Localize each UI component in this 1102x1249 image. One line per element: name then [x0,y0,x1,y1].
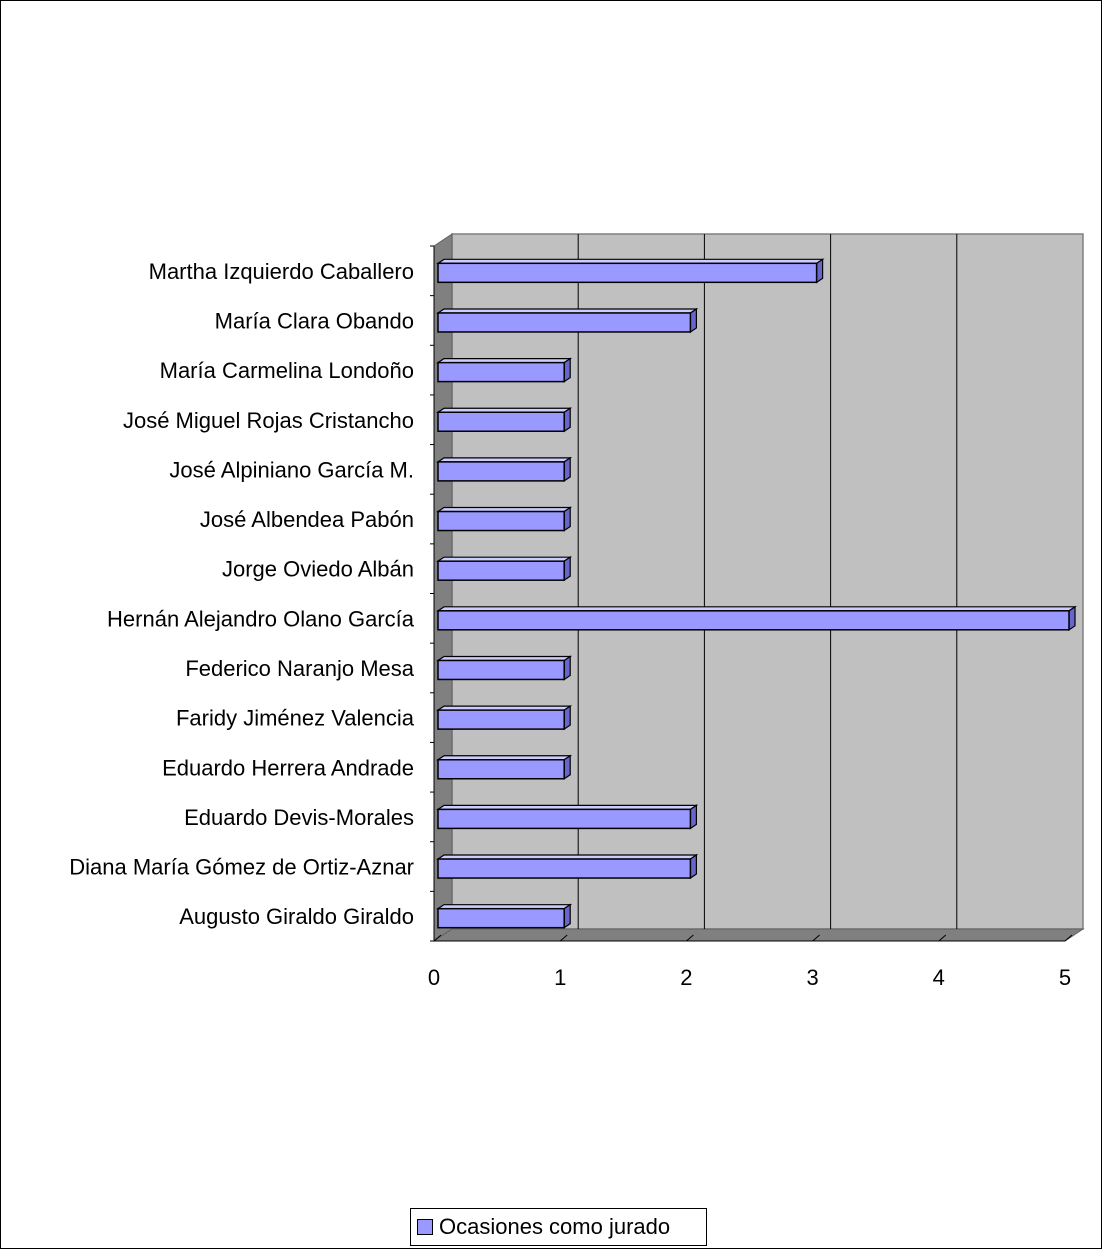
category-label: José Alpiniano García M. [169,457,414,482]
x-tick-label: 5 [1059,965,1071,990]
bar-front-face [437,907,565,929]
x-tick [938,934,947,942]
x-tick [559,934,568,942]
bar [436,506,573,532]
bar [436,357,573,383]
legend-swatch [417,1219,433,1235]
x-tick [433,934,442,942]
bar-end-face [563,456,571,483]
bar-end-face [689,853,698,880]
bar-front-face [437,759,565,780]
plot-side-wall [433,233,453,942]
bar [436,407,573,433]
plot-floor [432,928,1085,942]
bar-end-face [563,407,571,433]
bar-front-face [437,709,565,730]
bar-end-face [689,307,698,334]
category-label: Diana María Gómez de Ortiz-Aznar [69,855,414,880]
bar-end-face [563,506,571,532]
bar-end-face [563,556,571,582]
bar [436,754,573,780]
bar-front-face [437,858,692,879]
category-label: María Carmelina Londoño [160,358,414,383]
legend-label: Ocasiones como jurado [439,1214,671,1239]
bar [436,853,699,880]
bar-front-face [437,461,565,482]
category-label: José Miguel Rojas Cristancho [123,408,414,433]
category-label: Federico Naranjo Mesa [185,656,414,681]
bar-front-face [437,808,692,830]
bar [436,655,573,681]
bar-front-face [437,659,565,681]
bar-end-face [1068,605,1076,631]
x-tick [812,934,820,942]
category-label: Martha Izquierdo Caballero [149,259,414,284]
bar-front-face [437,361,565,383]
category-label: Augusto Giraldo Giraldo [179,904,414,929]
bar-end-face [815,258,824,284]
bar-end-face [563,903,571,929]
bar-end-face [563,754,571,780]
bar [436,258,825,284]
bar-end-face [563,357,571,383]
bar-front-face [437,560,565,581]
bar-front-face [437,610,1070,631]
bar [436,903,573,929]
category-label: María Clara Obando [215,308,414,333]
bar [436,704,573,731]
bar [436,605,1077,631]
bar-end-face [563,655,571,681]
x-tick-label: 1 [554,965,566,990]
x-tick-label: 0 [428,965,440,990]
x-tick [1064,934,1073,942]
bar [436,804,699,830]
category-label: Eduardo Herrera Andrade [162,755,414,780]
bar [436,556,573,582]
bar-front-face [437,312,692,333]
legend: Ocasiones como jurado [410,1208,707,1246]
category-label: Eduardo Devis-Morales [184,805,414,830]
bar [436,456,573,483]
bar-end-face [563,704,571,731]
bar-front-face [437,510,565,532]
bar-end-face [689,804,698,830]
bar [436,307,699,334]
category-label: José Albendea Pabón [200,507,414,532]
category-label: Faridy Jiménez Valencia [176,706,415,731]
x-tick-label: 2 [680,965,692,990]
category-label: Hernán Alejandro Olano García [107,606,415,631]
x-tick [686,934,694,942]
bar-front-face [437,411,565,432]
category-label: Jorge Oviedo Albán [222,557,414,582]
bar-front-face [437,262,818,284]
x-tick-label: 4 [933,965,945,990]
x-tick-label: 3 [806,965,818,990]
